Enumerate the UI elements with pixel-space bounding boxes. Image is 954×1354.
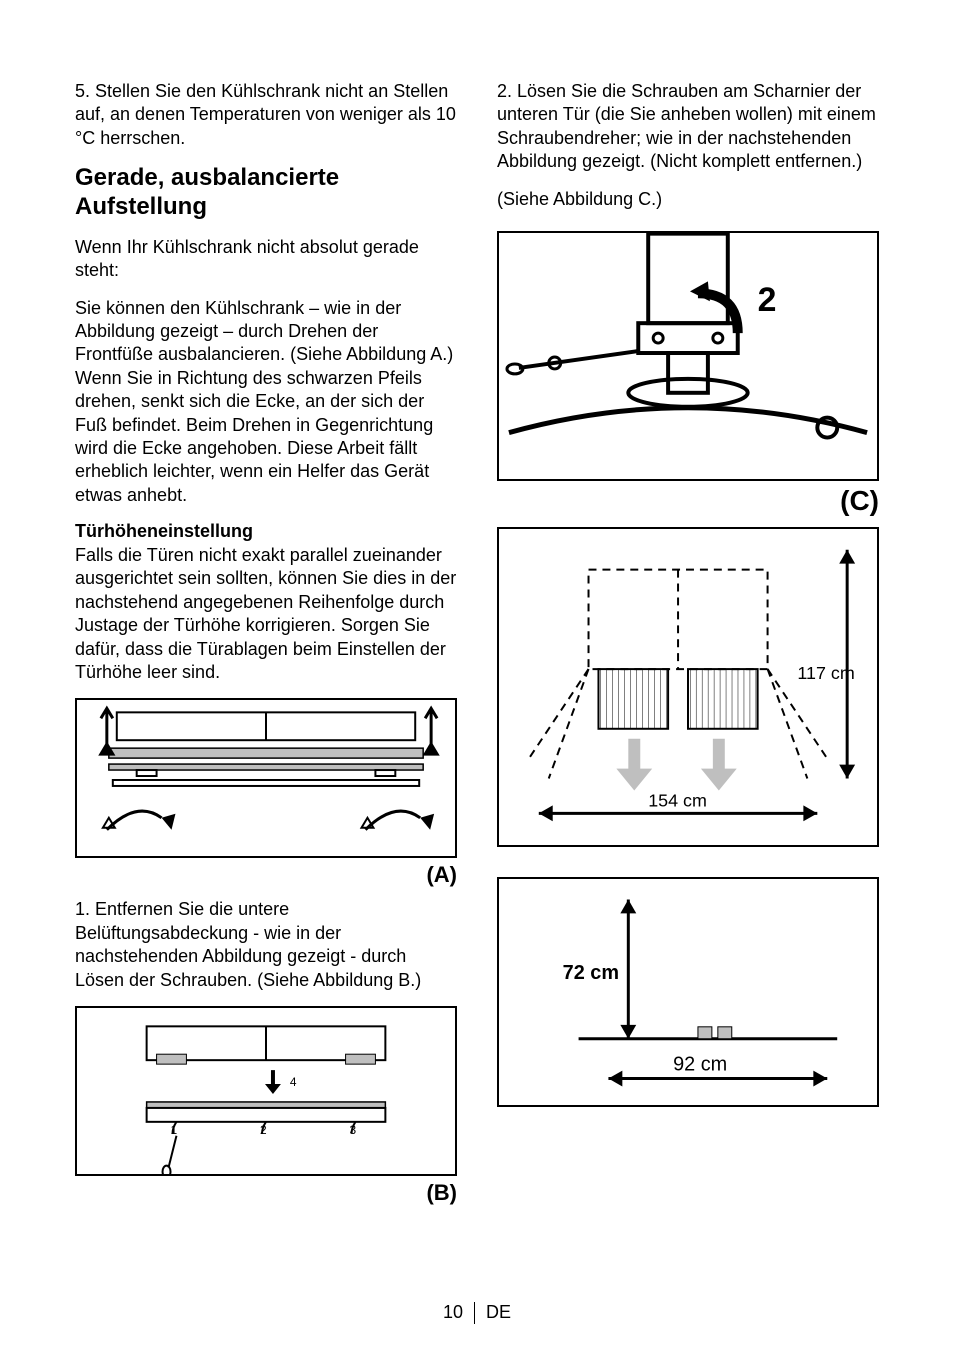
svg-text:1: 1 xyxy=(171,1123,178,1137)
figure-d: 117 cm xyxy=(497,527,879,847)
page-lang: DE xyxy=(486,1302,511,1322)
figure-c: 2 xyxy=(497,231,879,481)
page-footer: 10 DE xyxy=(0,1302,954,1324)
paragraph-see-c: (Siehe Abbildung C.) xyxy=(497,188,879,211)
right-column: 2. Lösen Sie die Schrauben am Scharnier … xyxy=(497,80,879,1216)
dim-92: 92 cm xyxy=(673,1054,727,1076)
paragraph-step1: 1. Entfernen Sie die untere Belüftungsab… xyxy=(75,898,457,992)
figure-c-label: (C) xyxy=(497,485,879,517)
subheading-tuerhoehe: Türhöheneinstellung xyxy=(75,521,457,542)
paragraph-5: 5. Stellen Sie den Kühlschrank nicht an … xyxy=(75,80,457,150)
figure-b: 4 1 2 3 xyxy=(75,1006,457,1176)
heading-aufstellung: Gerade, ausbalancierte Aufstellung xyxy=(75,164,457,222)
paragraph-intro: Wenn Ihr Kühlschrank nicht absolut gerad… xyxy=(75,236,457,283)
paragraph-tuerhoehe: Falls die Türen nicht exakt parallel zue… xyxy=(75,544,457,684)
figure-c-number: 2 xyxy=(758,281,777,319)
figure-a-label: (A) xyxy=(75,862,457,888)
svg-text:3: 3 xyxy=(350,1123,357,1137)
dim-117: 117 cm xyxy=(797,663,854,683)
footer-separator xyxy=(474,1302,475,1324)
two-column-layout: 5. Stellen Sie den Kühlschrank nicht an … xyxy=(75,80,879,1216)
figure-a xyxy=(75,698,457,858)
figure-b-label: (B) xyxy=(75,1180,457,1206)
dim-72: 72 cm xyxy=(563,962,619,984)
page-number: 10 xyxy=(443,1302,463,1322)
left-column: 5. Stellen Sie den Kühlschrank nicht an … xyxy=(75,80,457,1216)
dim-154: 154 cm xyxy=(648,790,707,810)
paragraph-balance: Sie können den Kühlschrank – wie in der … xyxy=(75,297,457,508)
svg-text:4: 4 xyxy=(290,1075,297,1089)
svg-text:2: 2 xyxy=(260,1123,267,1137)
figure-e: 72 cm 92 cm xyxy=(497,877,879,1107)
paragraph-step2: 2. Lösen Sie die Schrauben am Scharnier … xyxy=(497,80,879,174)
